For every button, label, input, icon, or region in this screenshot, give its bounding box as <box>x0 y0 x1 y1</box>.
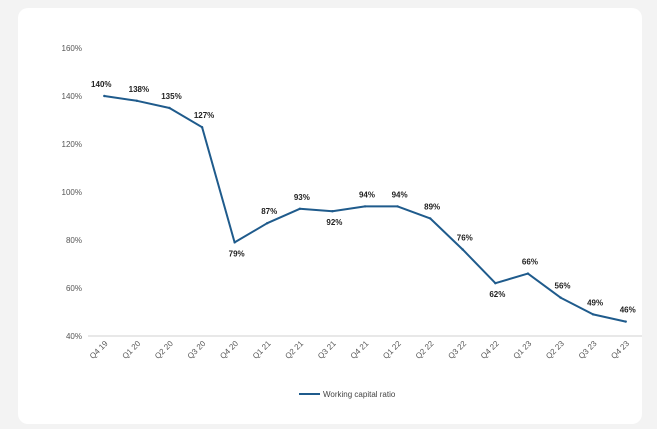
data-point <box>200 126 204 129</box>
data-label: 94% <box>392 190 408 199</box>
x-tick-label: Q4 23 <box>609 339 631 361</box>
x-axis: Q4 19 Q1 20 Q2 20 Q3 20 Q4 20 Q1 21 Q2 21 Q3 21… <box>88 339 632 361</box>
series-line-working-capital-ratio <box>104 95 626 323</box>
data-point <box>461 248 464 251</box>
data-point <box>624 320 627 323</box>
legend: Working capital ratio <box>299 390 396 399</box>
data-point <box>135 99 139 103</box>
data-points <box>103 94 627 323</box>
data-label: 62% <box>489 290 505 299</box>
data-labels: 140% 138% 135% 127% 79% 87% 93% 92% 94% 94% 89% 76%… <box>91 80 636 315</box>
chart-card <box>18 8 642 424</box>
x-tick-label: Q3 22 <box>446 339 468 361</box>
data-label: 56% <box>555 282 571 291</box>
x-tick-label: Q4 22 <box>479 339 501 361</box>
data-point <box>298 207 302 210</box>
x-tick-label: Q2 20 <box>153 339 175 361</box>
x-tick-label: Q2 22 <box>414 339 436 361</box>
data-label: 140% <box>91 80 111 89</box>
x-tick-label: Q4 19 <box>88 339 110 361</box>
data-label: 135% <box>161 92 181 101</box>
x-tick-label: Q3 23 <box>577 339 599 361</box>
x-tick-label: Q1 22 <box>381 339 403 361</box>
data-point <box>559 296 562 299</box>
data-point <box>526 272 530 275</box>
data-label: 46% <box>620 306 636 315</box>
x-tick-label: Q4 20 <box>218 339 240 361</box>
y-tick-label: 120% <box>62 140 82 149</box>
data-label: 138% <box>129 85 149 94</box>
data-label: 49% <box>587 298 603 307</box>
data-label: 66% <box>522 258 538 267</box>
y-tick-label: 160% <box>62 44 82 53</box>
y-tick-label: 140% <box>62 92 82 101</box>
x-tick-label: Q2 23 <box>544 339 566 361</box>
y-axis: 40% 60% 80% 100% 120% 140% 160% <box>62 44 82 341</box>
data-point <box>331 210 334 213</box>
data-label: 94% <box>359 190 375 199</box>
data-label: 127% <box>194 111 214 120</box>
data-point <box>428 217 432 220</box>
x-tick-label: Q4 21 <box>349 339 371 361</box>
data-point <box>363 205 367 208</box>
x-tick-label: Q1 20 <box>121 339 143 361</box>
data-point <box>494 282 497 285</box>
data-label: 92% <box>326 218 342 227</box>
data-label: 87% <box>261 207 277 216</box>
data-label: 89% <box>424 202 440 211</box>
data-point <box>103 94 106 98</box>
data-point <box>233 241 236 244</box>
y-tick-label: 100% <box>62 188 82 197</box>
data-point <box>396 205 399 208</box>
y-tick-label: 40% <box>66 332 82 341</box>
legend-label-working-capital-ratio: Working capital ratio <box>323 390 396 399</box>
data-label: 79% <box>229 249 245 258</box>
data-point <box>266 222 269 225</box>
x-tick-label: Q3 20 <box>186 339 208 361</box>
x-tick-label: Q3 21 <box>316 339 338 361</box>
x-tick-label: Q1 21 <box>251 339 273 361</box>
x-tick-label: Q1 23 <box>512 339 534 361</box>
x-tick-label: Q2 21 <box>283 339 305 361</box>
y-tick-label: 80% <box>66 236 82 245</box>
data-label: 93% <box>294 193 310 202</box>
data-point <box>591 313 595 316</box>
y-tick-label: 60% <box>66 284 82 293</box>
data-label: 76% <box>457 234 473 243</box>
data-point <box>168 106 171 110</box>
